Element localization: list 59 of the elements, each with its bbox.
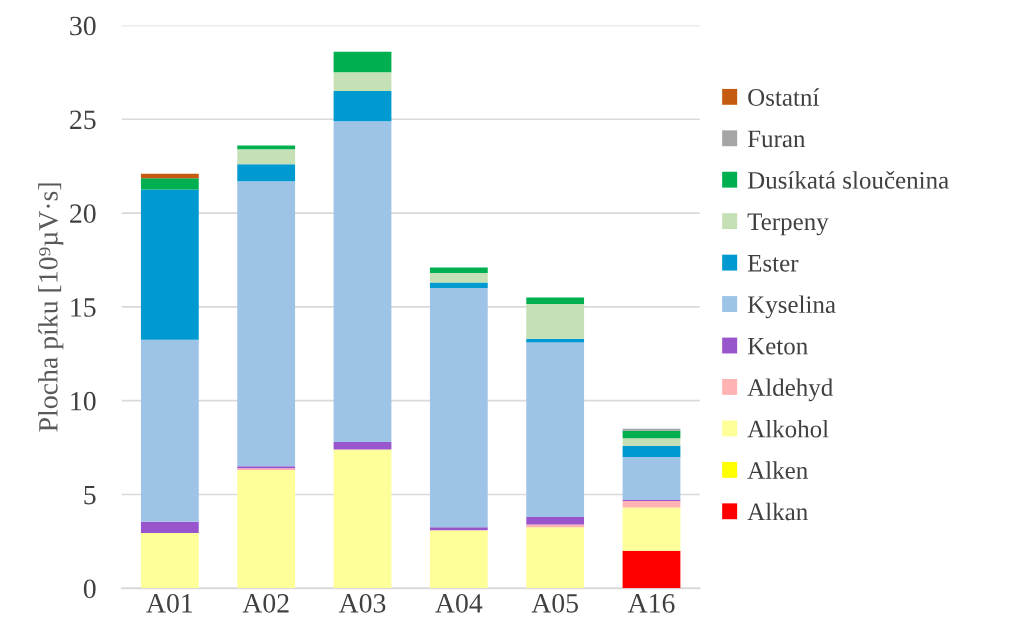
x-tick-label: A03 <box>338 593 386 613</box>
legend-label: Kyselina <box>747 295 836 319</box>
bar <box>526 297 585 305</box>
bar <box>429 530 488 589</box>
legend-label: Alken <box>747 461 808 479</box>
bar <box>526 342 585 517</box>
x-tick-label: A05 <box>531 593 578 613</box>
bar <box>333 121 392 442</box>
bar <box>622 507 681 551</box>
bar <box>429 273 488 283</box>
legend-label: Terpeny <box>747 213 829 236</box>
bar <box>622 445 681 457</box>
x-tick-label: A04 <box>435 593 483 613</box>
y-tick-label: 10 <box>71 391 96 411</box>
bar <box>429 282 488 289</box>
bar <box>622 550 681 589</box>
y-tick-label: 20 <box>70 204 96 223</box>
x-tick-label: A16 <box>627 594 675 613</box>
legend-label: Alkohol <box>747 419 829 438</box>
bar <box>622 438 681 446</box>
y-tick-label: 30 <box>70 16 96 36</box>
bar <box>429 527 488 531</box>
bar <box>526 517 585 525</box>
bar <box>429 288 488 528</box>
bar <box>333 441 392 450</box>
legend-label: Furan <box>747 130 806 148</box>
y-tick-label: 25 <box>70 110 96 130</box>
bar <box>140 189 199 340</box>
bar <box>237 149 296 165</box>
bar <box>526 338 585 343</box>
bar <box>622 430 681 439</box>
bar <box>333 449 392 589</box>
bar <box>140 178 199 190</box>
y-axis-title: Plocha píku [10⁹µV·s] <box>38 183 64 432</box>
y-tick-label: 15 <box>71 298 96 317</box>
bar <box>622 501 681 508</box>
bar <box>237 470 296 589</box>
x-tick-label: A02 <box>242 593 289 613</box>
bar <box>526 527 585 589</box>
bar <box>333 51 392 73</box>
bar <box>140 532 199 589</box>
bar <box>140 339 199 522</box>
legend-label: Dusíkatá sloučenina <box>747 171 949 189</box>
bar <box>237 164 296 182</box>
legend-label: Alkan <box>747 502 808 521</box>
x-tick-label: A01 <box>146 593 193 613</box>
bar <box>622 456 681 501</box>
bar <box>526 304 585 339</box>
legend-label: Keton <box>747 337 808 355</box>
legend-label: Aldehyd <box>747 378 833 402</box>
legend-label: Ostatní <box>748 88 820 106</box>
y-tick-label: 5 <box>84 485 96 505</box>
bar <box>237 181 296 467</box>
y-tick-label: 0 <box>83 579 96 599</box>
legend-label: Ester <box>747 255 799 272</box>
bar <box>429 267 488 274</box>
bar <box>140 521 199 533</box>
bar <box>333 72 392 92</box>
bar <box>333 91 392 122</box>
